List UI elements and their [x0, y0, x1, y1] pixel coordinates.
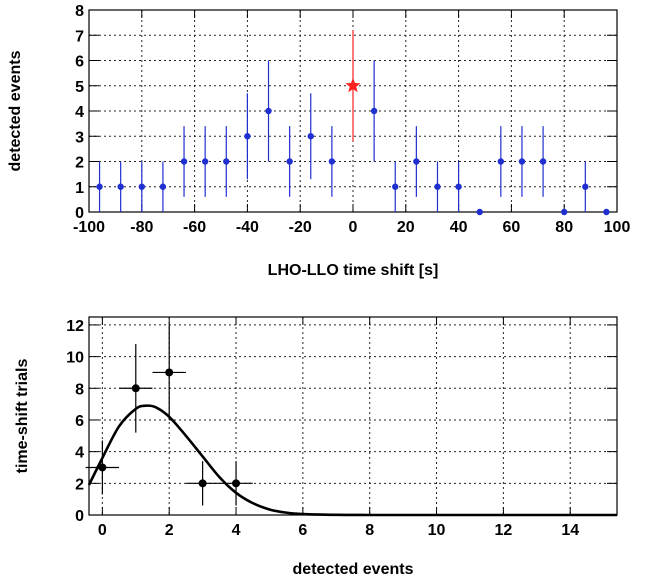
data-point	[518, 158, 526, 165]
data-point	[561, 208, 568, 216]
y-tick-label: 2	[75, 155, 84, 172]
data-point-star	[345, 77, 361, 93]
y-tick-label: 3	[75, 129, 84, 146]
x-tick-label: -100	[73, 219, 105, 236]
y-tick-label: 4	[75, 445, 84, 462]
data-point	[603, 208, 610, 216]
data-point	[198, 479, 207, 488]
data-point	[582, 183, 589, 190]
y-tick-label: 4	[75, 104, 84, 121]
data-point	[370, 107, 378, 115]
data-point	[131, 384, 140, 393]
data-point	[232, 479, 241, 488]
x-tick-label: -40	[236, 219, 259, 236]
data-point	[392, 183, 399, 190]
x-tick-label: 12	[494, 522, 512, 539]
y-tick-label: 0	[75, 508, 84, 525]
y-tick-label: 10	[66, 350, 84, 367]
y-tick-label: 6	[75, 54, 84, 71]
x-tick-label: 2	[165, 522, 174, 539]
x-tick-label: 40	[450, 219, 468, 236]
x-tick-label: 0	[98, 522, 107, 539]
x-tick-label: 4	[232, 522, 241, 539]
data-point	[159, 183, 167, 190]
data-point	[497, 158, 505, 165]
y-tick-label: 7	[75, 28, 84, 45]
x-tick-label: 8	[365, 522, 374, 539]
x-tick-label: -20	[289, 219, 312, 236]
x-tick-label: 0	[349, 219, 358, 236]
data-point	[307, 133, 314, 140]
data-point	[476, 208, 483, 216]
x-tick-label: 80	[555, 219, 573, 236]
fit-curve	[87, 404, 617, 517]
x-tick-label: -60	[183, 219, 206, 236]
data-point	[539, 158, 547, 165]
y-tick-label: 8	[75, 381, 84, 398]
data-point	[328, 158, 336, 165]
data-point	[434, 183, 441, 190]
y-tick-label: 6	[75, 413, 84, 430]
x-tick-label: 20	[397, 219, 415, 236]
data-point	[286, 158, 293, 165]
data-point	[455, 183, 462, 190]
data-point	[223, 158, 230, 165]
data-point	[98, 463, 107, 472]
x-tick-label: -80	[130, 219, 153, 236]
x-axis-title: detected events	[293, 561, 414, 578]
y-tick-label: 1	[75, 180, 84, 197]
x-tick-label: 10	[428, 522, 446, 539]
data-point	[180, 158, 188, 165]
x-axis-title: LHO-LLO time shift [s]	[268, 262, 439, 279]
data-point	[244, 133, 251, 140]
y-tick-label: 0	[75, 205, 84, 222]
y-axis-title: detected events	[7, 50, 24, 171]
x-tick-label: 60	[503, 219, 521, 236]
y-axis-title: time-shift trials	[14, 359, 31, 474]
top-panel: -100 -80 -60 -40 -20 0 20 40 60 80 100 0 1 2 3 4 5 6 7 8 LHO…	[7, 3, 630, 279]
data-point	[165, 368, 174, 377]
x-tick-label: 100	[604, 219, 631, 236]
data-point	[117, 183, 124, 190]
data-point	[413, 158, 420, 165]
data-point	[138, 183, 145, 190]
x-tick-label: 6	[298, 522, 307, 539]
data-point	[265, 107, 272, 115]
y-tick-label: 8	[75, 3, 84, 20]
bottom-panel: 0 2 4 6 8 10 12 14 0 2 4 6 8 10 12 detected events time-…	[14, 316, 618, 578]
y-tick-label: 2	[75, 476, 84, 493]
y-tick-label: 12	[66, 318, 84, 335]
data-point	[201, 158, 209, 165]
data-point	[96, 183, 103, 190]
x-tick-label: 14	[561, 522, 579, 539]
y-tick-label: 5	[75, 79, 84, 96]
